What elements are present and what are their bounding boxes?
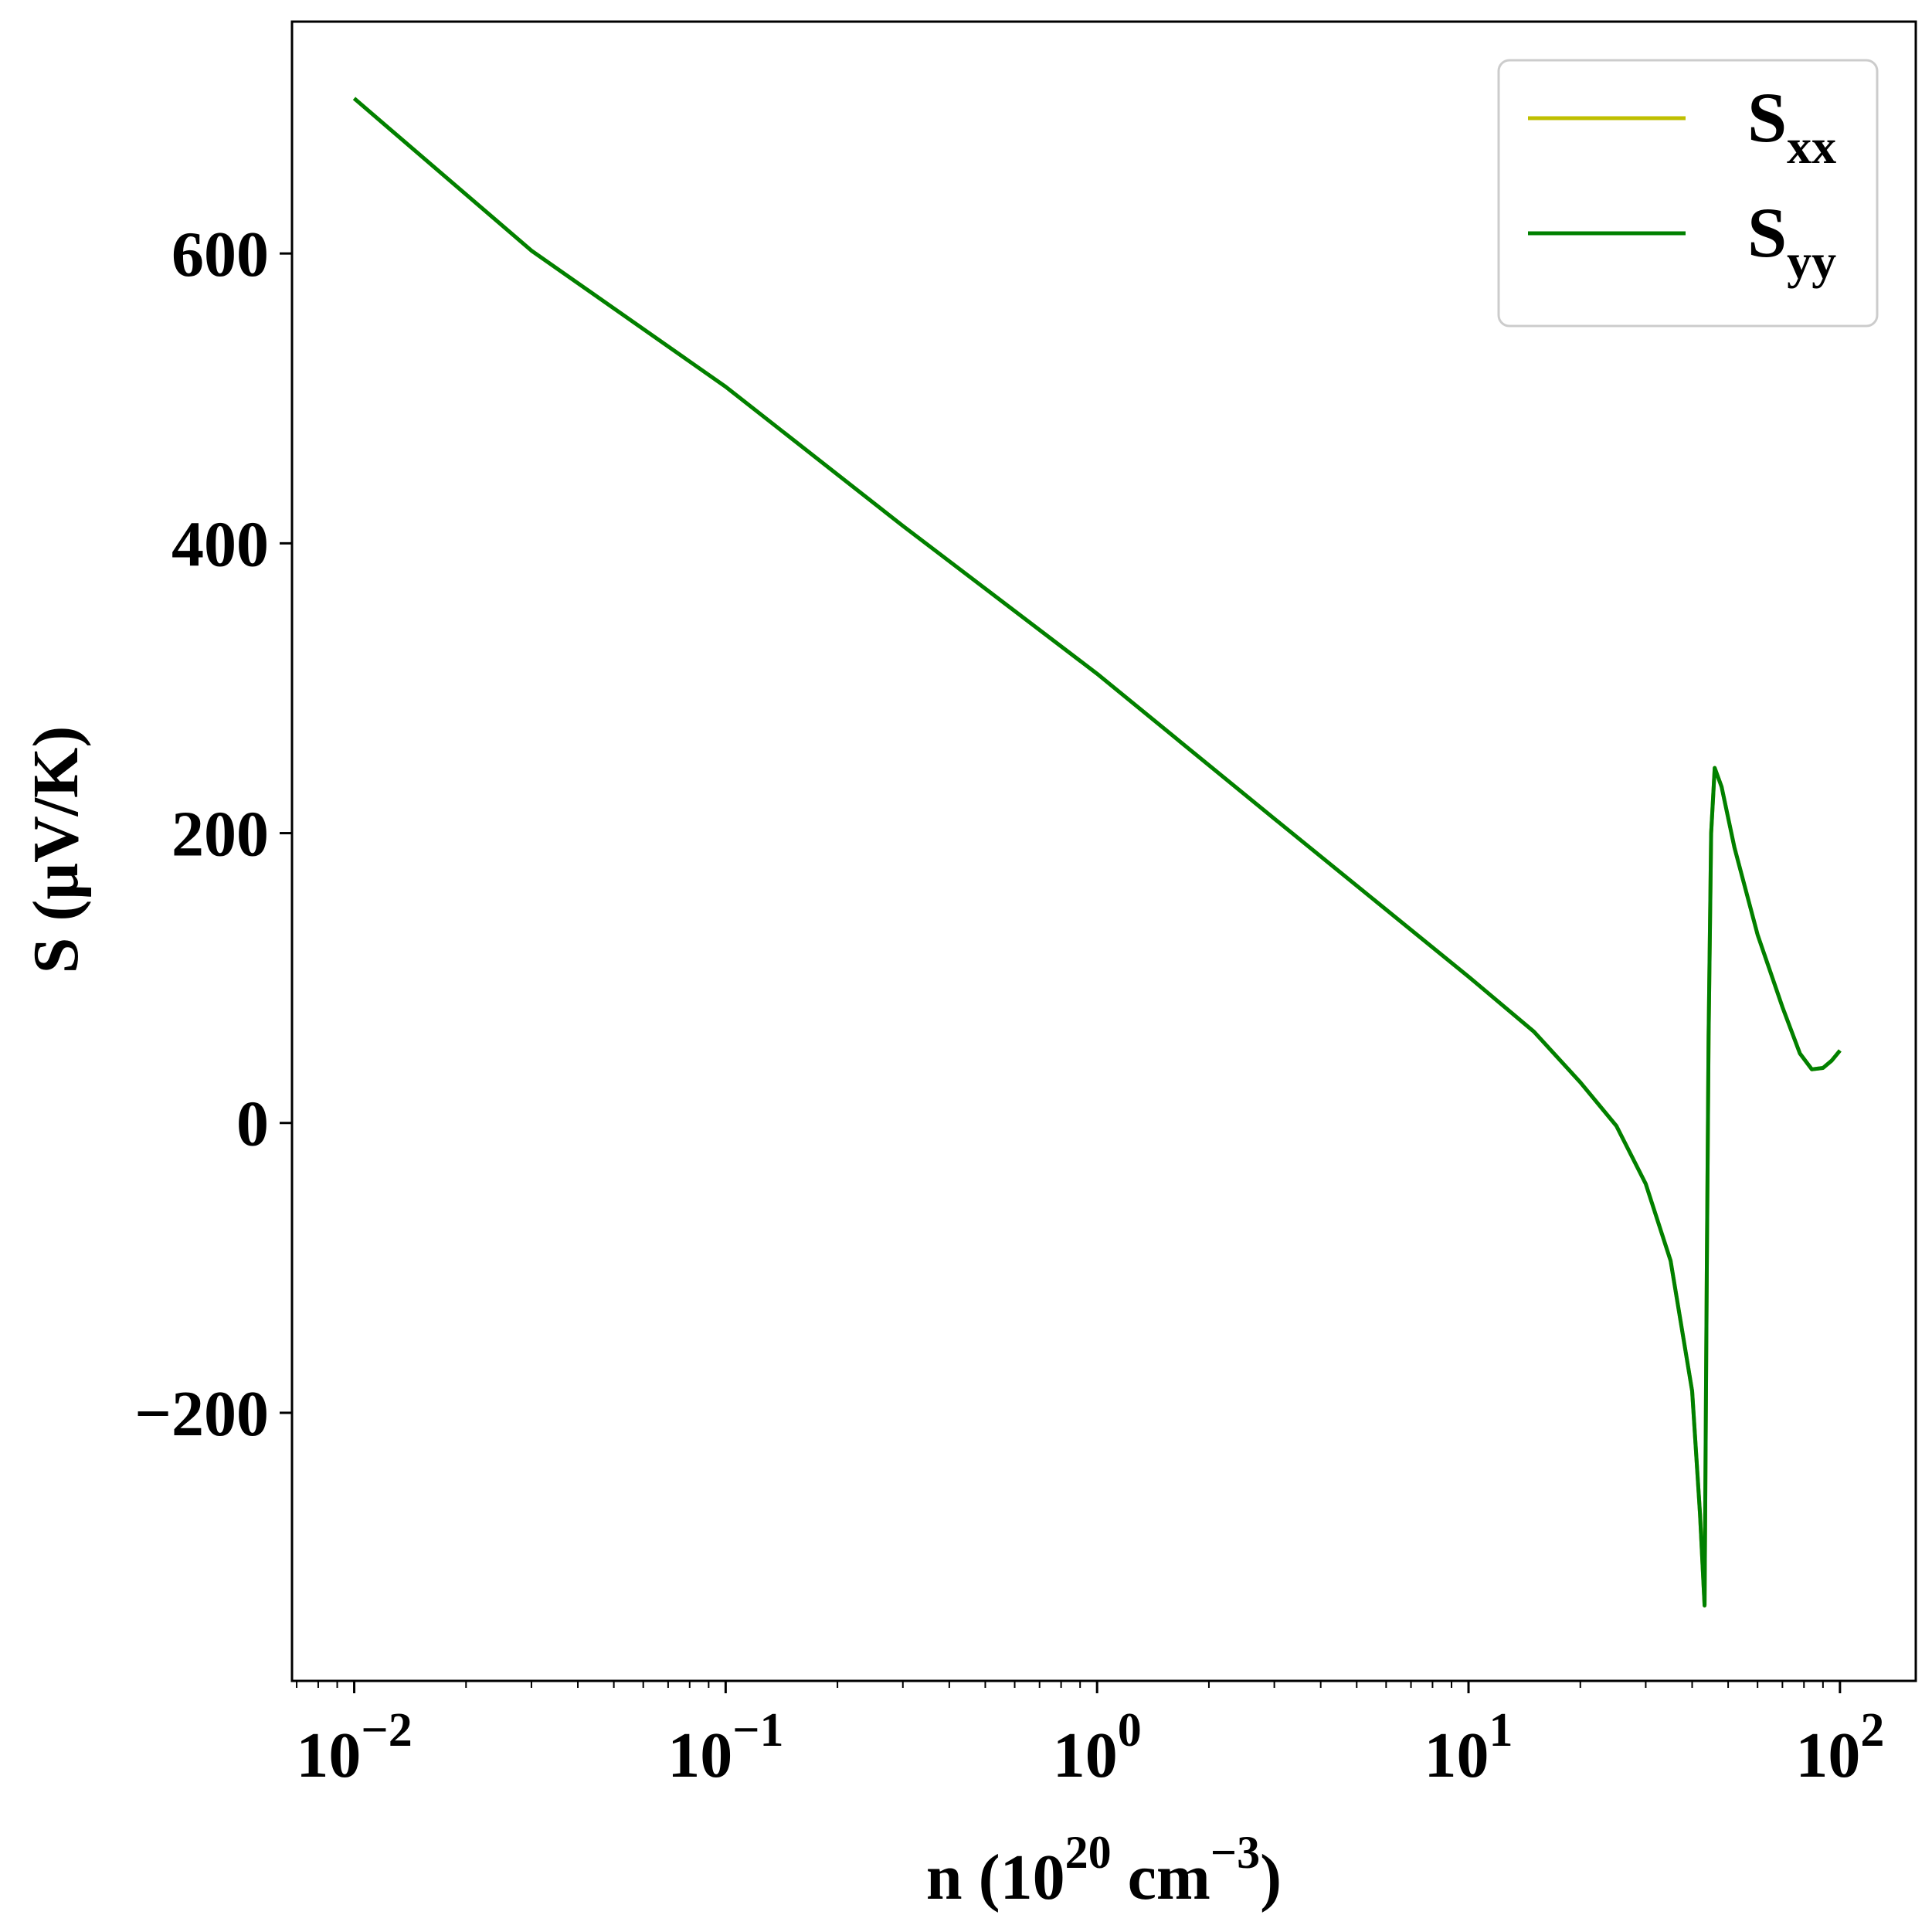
y-tick-label: 0	[236, 1088, 269, 1160]
y-tick-label: 400	[171, 508, 269, 580]
x-axis-label-base: n (10	[926, 1842, 1065, 1913]
legend-label-syy: Syy	[1747, 193, 1836, 289]
legend-box	[1497, 59, 1879, 328]
x-axis-label-sup2: −3	[1210, 1827, 1260, 1878]
y-tick-label: 600	[171, 219, 269, 290]
series-line-yy	[352, 97, 1842, 1608]
legend: Sxx Syy	[1497, 59, 1879, 328]
series-layer	[352, 97, 1842, 1608]
y-tick-label: 200	[171, 799, 269, 871]
x-axis-label-mid: cm	[1112, 1842, 1210, 1913]
y-tick-label: −200	[134, 1378, 269, 1450]
y-axis-label: S (μV/K)	[20, 726, 92, 974]
x-axis-label: n (1020 cm−3)	[926, 1827, 1282, 1913]
x-axis-label-sup1: 20	[1065, 1827, 1112, 1878]
x-tick-label: 100	[1053, 1704, 1142, 1791]
x-tick-label: 10−1	[667, 1704, 783, 1791]
x-tick-label: 101	[1424, 1704, 1513, 1791]
x-axis: 10−2 10−1 100 101 102	[296, 1681, 1884, 1791]
x-tick-label: 10−2	[296, 1704, 412, 1791]
plot-frame	[290, 20, 1917, 1682]
x-tick-label: 102	[1795, 1704, 1884, 1791]
legend-label-sxx: Sxx	[1747, 78, 1836, 174]
x-axis-label-end: )	[1260, 1842, 1282, 1913]
y-axis: −200 0 200 400 600	[134, 219, 292, 1450]
